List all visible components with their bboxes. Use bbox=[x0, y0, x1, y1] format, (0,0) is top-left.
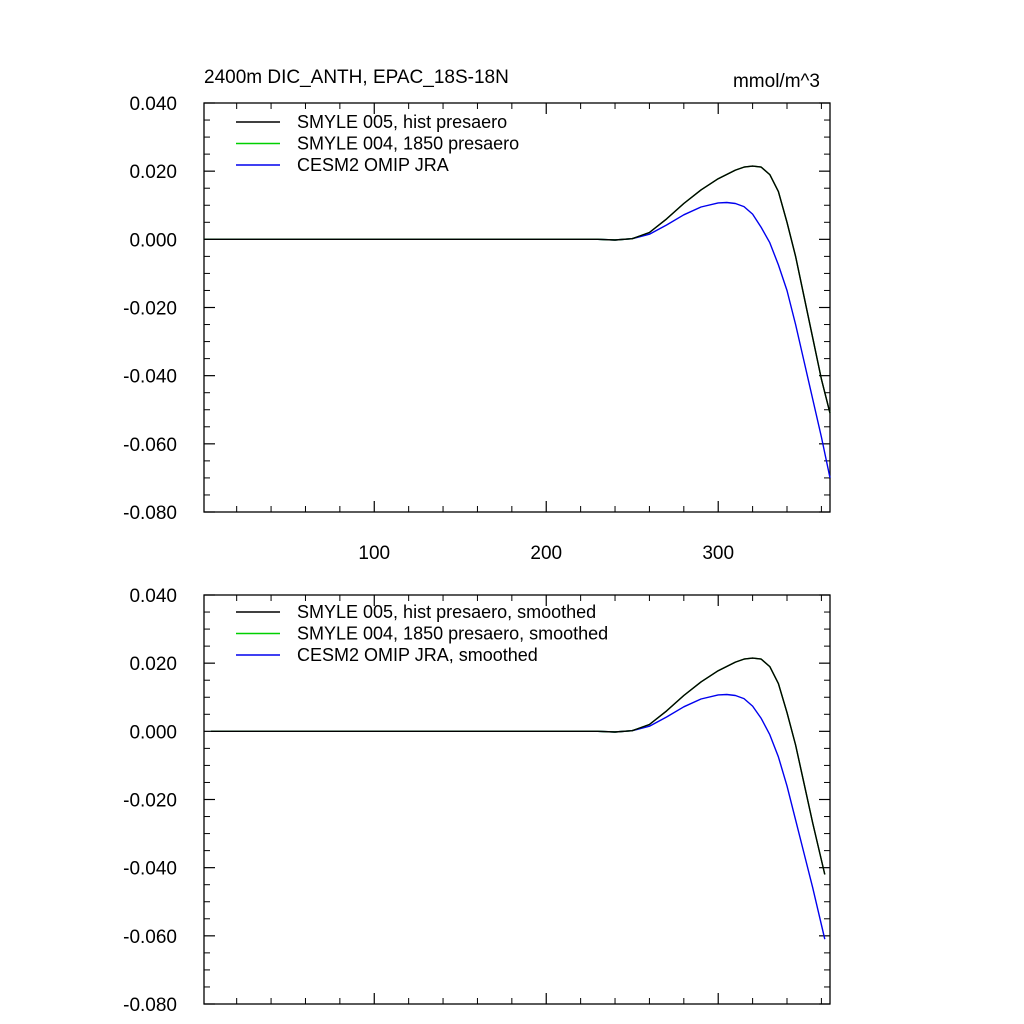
top-panel: 0.040 0.020 0.000 -0.020 -0.040 -0.060 -0.080 1… bbox=[123, 67, 831, 564]
y-tick-label: -0.020 bbox=[123, 791, 177, 812]
units-label: mmol/m^3 bbox=[733, 71, 820, 92]
legend-label: SMYLE 004, 1850 presaero bbox=[297, 134, 519, 154]
y-tick-label: 0.040 bbox=[129, 586, 177, 607]
bottom-panel: 0.040 0.020 0.000 -0.020 -0.040 -0.060 -0.080 S… bbox=[123, 586, 831, 1016]
series-line bbox=[204, 165, 831, 414]
y-tick-label: -0.040 bbox=[123, 367, 177, 388]
legend-label: CESM2 OMIP JRA, smoothed bbox=[297, 645, 538, 665]
x-tick-label: 200 bbox=[530, 543, 562, 564]
series-line bbox=[204, 201, 831, 479]
y-tick-label: -0.040 bbox=[123, 859, 177, 880]
y-tick-label: -0.080 bbox=[123, 995, 177, 1016]
y-tick-label: -0.080 bbox=[123, 503, 177, 524]
series-line bbox=[210, 657, 826, 875]
x-tick-label: 100 bbox=[358, 543, 390, 564]
y-tick-label: 0.020 bbox=[129, 162, 177, 183]
x-tick-label: 300 bbox=[702, 543, 734, 564]
y-tick-label: 0.000 bbox=[129, 230, 177, 251]
y-tick-label: -0.060 bbox=[123, 435, 177, 456]
legend-label: SMYLE 005, hist presaero, smoothed bbox=[297, 602, 596, 622]
y-tick-label: 0.020 bbox=[129, 654, 177, 675]
y-tick-label: -0.060 bbox=[123, 927, 177, 948]
y-tick-label: 0.000 bbox=[129, 722, 177, 743]
legend-label: SMYLE 004, 1850 presaero, smoothed bbox=[297, 624, 608, 644]
legend-label: CESM2 OMIP JRA bbox=[297, 155, 449, 175]
series-line bbox=[210, 657, 826, 875]
legend-label: SMYLE 005, hist presaero bbox=[297, 112, 507, 132]
y-tick-label: -0.020 bbox=[123, 299, 177, 320]
chart-title: 2400m DIC_ANTH, EPAC_18S-18N bbox=[204, 67, 509, 88]
y-tick-label: 0.040 bbox=[129, 94, 177, 115]
